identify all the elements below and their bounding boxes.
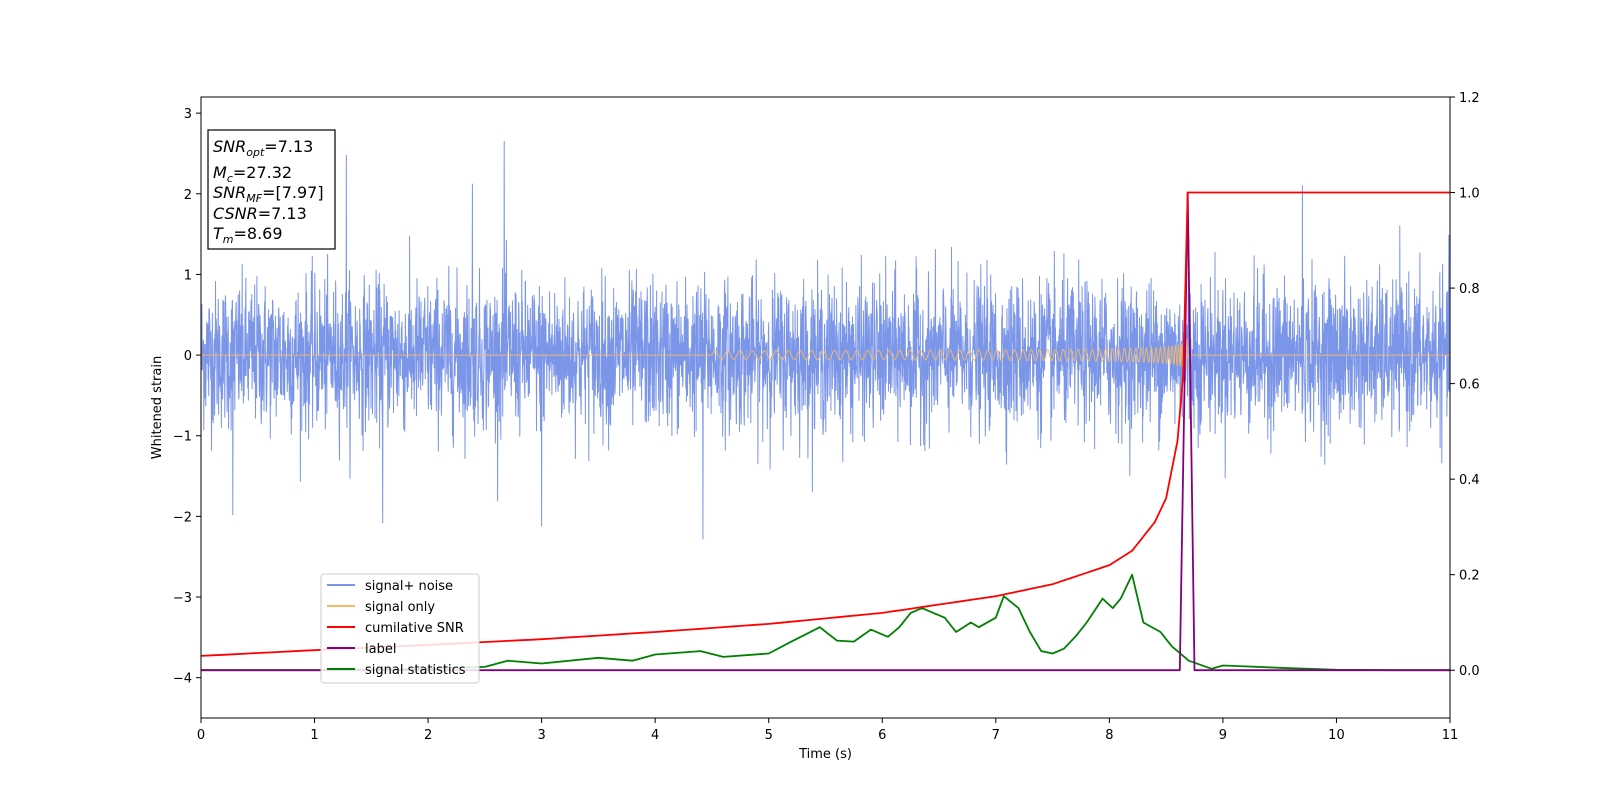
x-tick-label: 6 xyxy=(878,728,886,743)
y2-tick-label: 1.0 xyxy=(1459,187,1480,202)
legend: signal+ noise signal only cumilative SNR… xyxy=(320,573,480,684)
y-tick-label: 1 xyxy=(184,268,192,283)
y-axis-left: 3 2 1 0 −1 −2 −3 −4 xyxy=(173,107,201,687)
x-tick-label: 1 xyxy=(310,728,318,743)
x-tick-label: 0 xyxy=(197,728,205,743)
x-tick-label: 7 xyxy=(992,728,1000,743)
y-tick-label: −1 xyxy=(173,430,192,445)
y-axis-right: 1.2 1.0 0.8 0.6 0.4 0.2 0.0 xyxy=(1450,91,1480,679)
annotation-csnr: CSNR=7.13 xyxy=(213,204,307,223)
x-tick-label: 4 xyxy=(651,728,659,743)
y2-tick-label: 0.4 xyxy=(1459,473,1480,488)
signal-only-line xyxy=(201,339,1450,371)
y2-tick-label: 0.2 xyxy=(1459,569,1480,584)
annotation-tm: Tm=8.69 xyxy=(213,224,283,246)
x-tick-label: 8 xyxy=(1105,728,1113,743)
legend-label-cumulative-snr: cumilative SNR xyxy=(365,621,464,636)
legend-box xyxy=(320,573,480,684)
annotation-snr-mf: SNRMF=[7.97] xyxy=(213,183,324,205)
x-tick-label: 9 xyxy=(1219,728,1227,743)
legend-label-label: label xyxy=(365,642,396,657)
axes-frame xyxy=(200,96,1451,719)
y-tick-label: −3 xyxy=(173,591,192,606)
x-tick-label: 3 xyxy=(537,728,545,743)
x-tick-label: 11 xyxy=(1442,728,1459,743)
annotation-box xyxy=(207,129,336,250)
signal-noise-series xyxy=(201,140,1450,540)
y-tick-label: 3 xyxy=(184,107,192,122)
x-tick-label: 5 xyxy=(765,728,773,743)
y-axis-label: Whitened strain xyxy=(150,356,165,459)
legend-label-signal-statistics: signal statistics xyxy=(365,663,466,678)
annotation-snr-opt: SNRopt=7.13 xyxy=(213,137,313,159)
y2-tick-label: 1.2 xyxy=(1459,91,1480,106)
x-tick-label: 2 xyxy=(424,728,432,743)
parameter-annotation: SNRopt=7.13 Mc=27.32 SNRMF=[7.97] CSNR=7… xyxy=(207,129,336,250)
y2-tick-label: 0.6 xyxy=(1459,378,1480,393)
signal-noise-line xyxy=(201,140,1450,540)
y2-tick-label: 0.8 xyxy=(1459,282,1480,297)
x-axis-label: Time (s) xyxy=(798,747,852,762)
signal-only-series xyxy=(201,339,1450,371)
y-tick-label: 2 xyxy=(184,188,192,203)
y2-tick-label: 0.0 xyxy=(1459,664,1480,679)
x-axis: 0 1 2 3 4 5 6 7 8 9 10 11 xyxy=(197,718,1458,743)
y-tick-label: −2 xyxy=(173,510,192,525)
y-tick-label: 0 xyxy=(184,349,192,364)
legend-label-signal-noise: signal+ noise xyxy=(365,579,453,594)
x-tick-label: 10 xyxy=(1328,728,1345,743)
signal-statistics-line xyxy=(201,573,1450,672)
y-tick-label: −4 xyxy=(173,672,192,687)
annotation-mc: Mc=27.32 xyxy=(213,163,292,185)
legend-label-signal-only: signal only xyxy=(365,600,435,615)
